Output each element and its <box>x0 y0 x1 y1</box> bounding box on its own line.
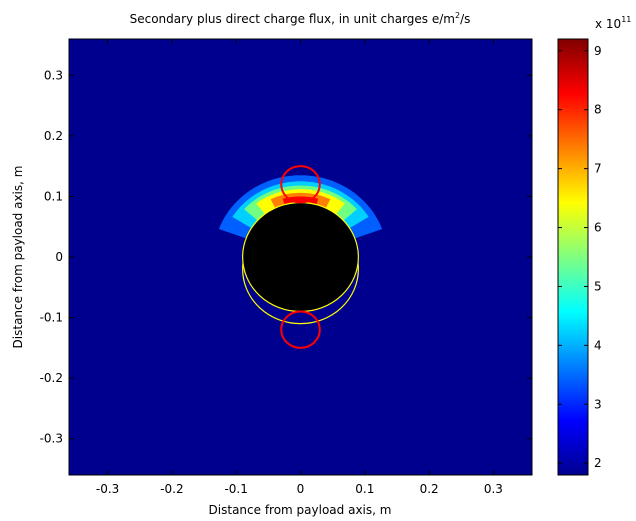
x-axis-ticks: -0.3 -0.2 -0.1 0 0.1 0.2 0.3 <box>96 39 503 496</box>
flux-contour-3 <box>244 185 357 221</box>
y-tick-label: 0 <box>55 250 63 264</box>
colorbar-tick-label: 7 <box>594 162 602 176</box>
x-tick-label: 0 <box>297 482 305 496</box>
y-tick-label: 0.2 <box>44 129 63 143</box>
y-tick-label: 0.3 <box>44 68 63 82</box>
x-tick-label: 0.1 <box>355 482 374 496</box>
colorbar-tick-label: 2 <box>594 456 602 470</box>
y-tick-label: -0.3 <box>40 432 63 446</box>
y-axis-label: Distance from payload axis, m <box>11 166 25 349</box>
y-tick-label: 0.1 <box>44 189 63 203</box>
colorbar-gradient <box>557 38 589 476</box>
colorbar-tick-label: 6 <box>594 221 602 235</box>
x-axis-label: Distance from payload axis, m <box>209 503 392 517</box>
y-tick-label: -0.2 <box>40 371 63 385</box>
x-tick-label: -0.1 <box>224 482 247 496</box>
colorbar-tick-label: 8 <box>594 103 602 117</box>
x-tick-label: -0.3 <box>96 482 119 496</box>
colorbar-exponent: x 1011 <box>595 15 631 31</box>
colorbar: 2 3 4 5 6 7 8 9 x 1011 <box>557 15 631 476</box>
y-axis-ticks: 0.3 0.2 0.1 0 -0.1 -0.2 -0.3 <box>40 68 532 446</box>
flux-contour-1 <box>218 175 383 239</box>
colorbar-ticks: 2 3 4 5 6 7 8 9 <box>558 44 602 470</box>
x-tick-label: 0.3 <box>484 482 503 496</box>
sensor-circle-2 <box>280 310 321 349</box>
x-tick-label: 0.2 <box>420 482 439 496</box>
title-superscript: 2 <box>455 11 460 20</box>
colorbar-tick-label: 5 <box>594 279 602 293</box>
x-tick-label: -0.2 <box>160 482 183 496</box>
y-tick-label: -0.1 <box>40 311 63 325</box>
chart-title: Secondary plus direct charge flux, in un… <box>130 11 471 26</box>
sensor-circle-1 <box>280 165 321 204</box>
colorbar-tick-label: 9 <box>594 44 602 58</box>
colorbar-tick-label: 3 <box>594 397 602 411</box>
plot-area <box>68 38 533 476</box>
payload-body <box>242 201 359 313</box>
flux-contour-2 <box>232 181 369 229</box>
colorbar-tick-label: 4 <box>594 338 602 352</box>
